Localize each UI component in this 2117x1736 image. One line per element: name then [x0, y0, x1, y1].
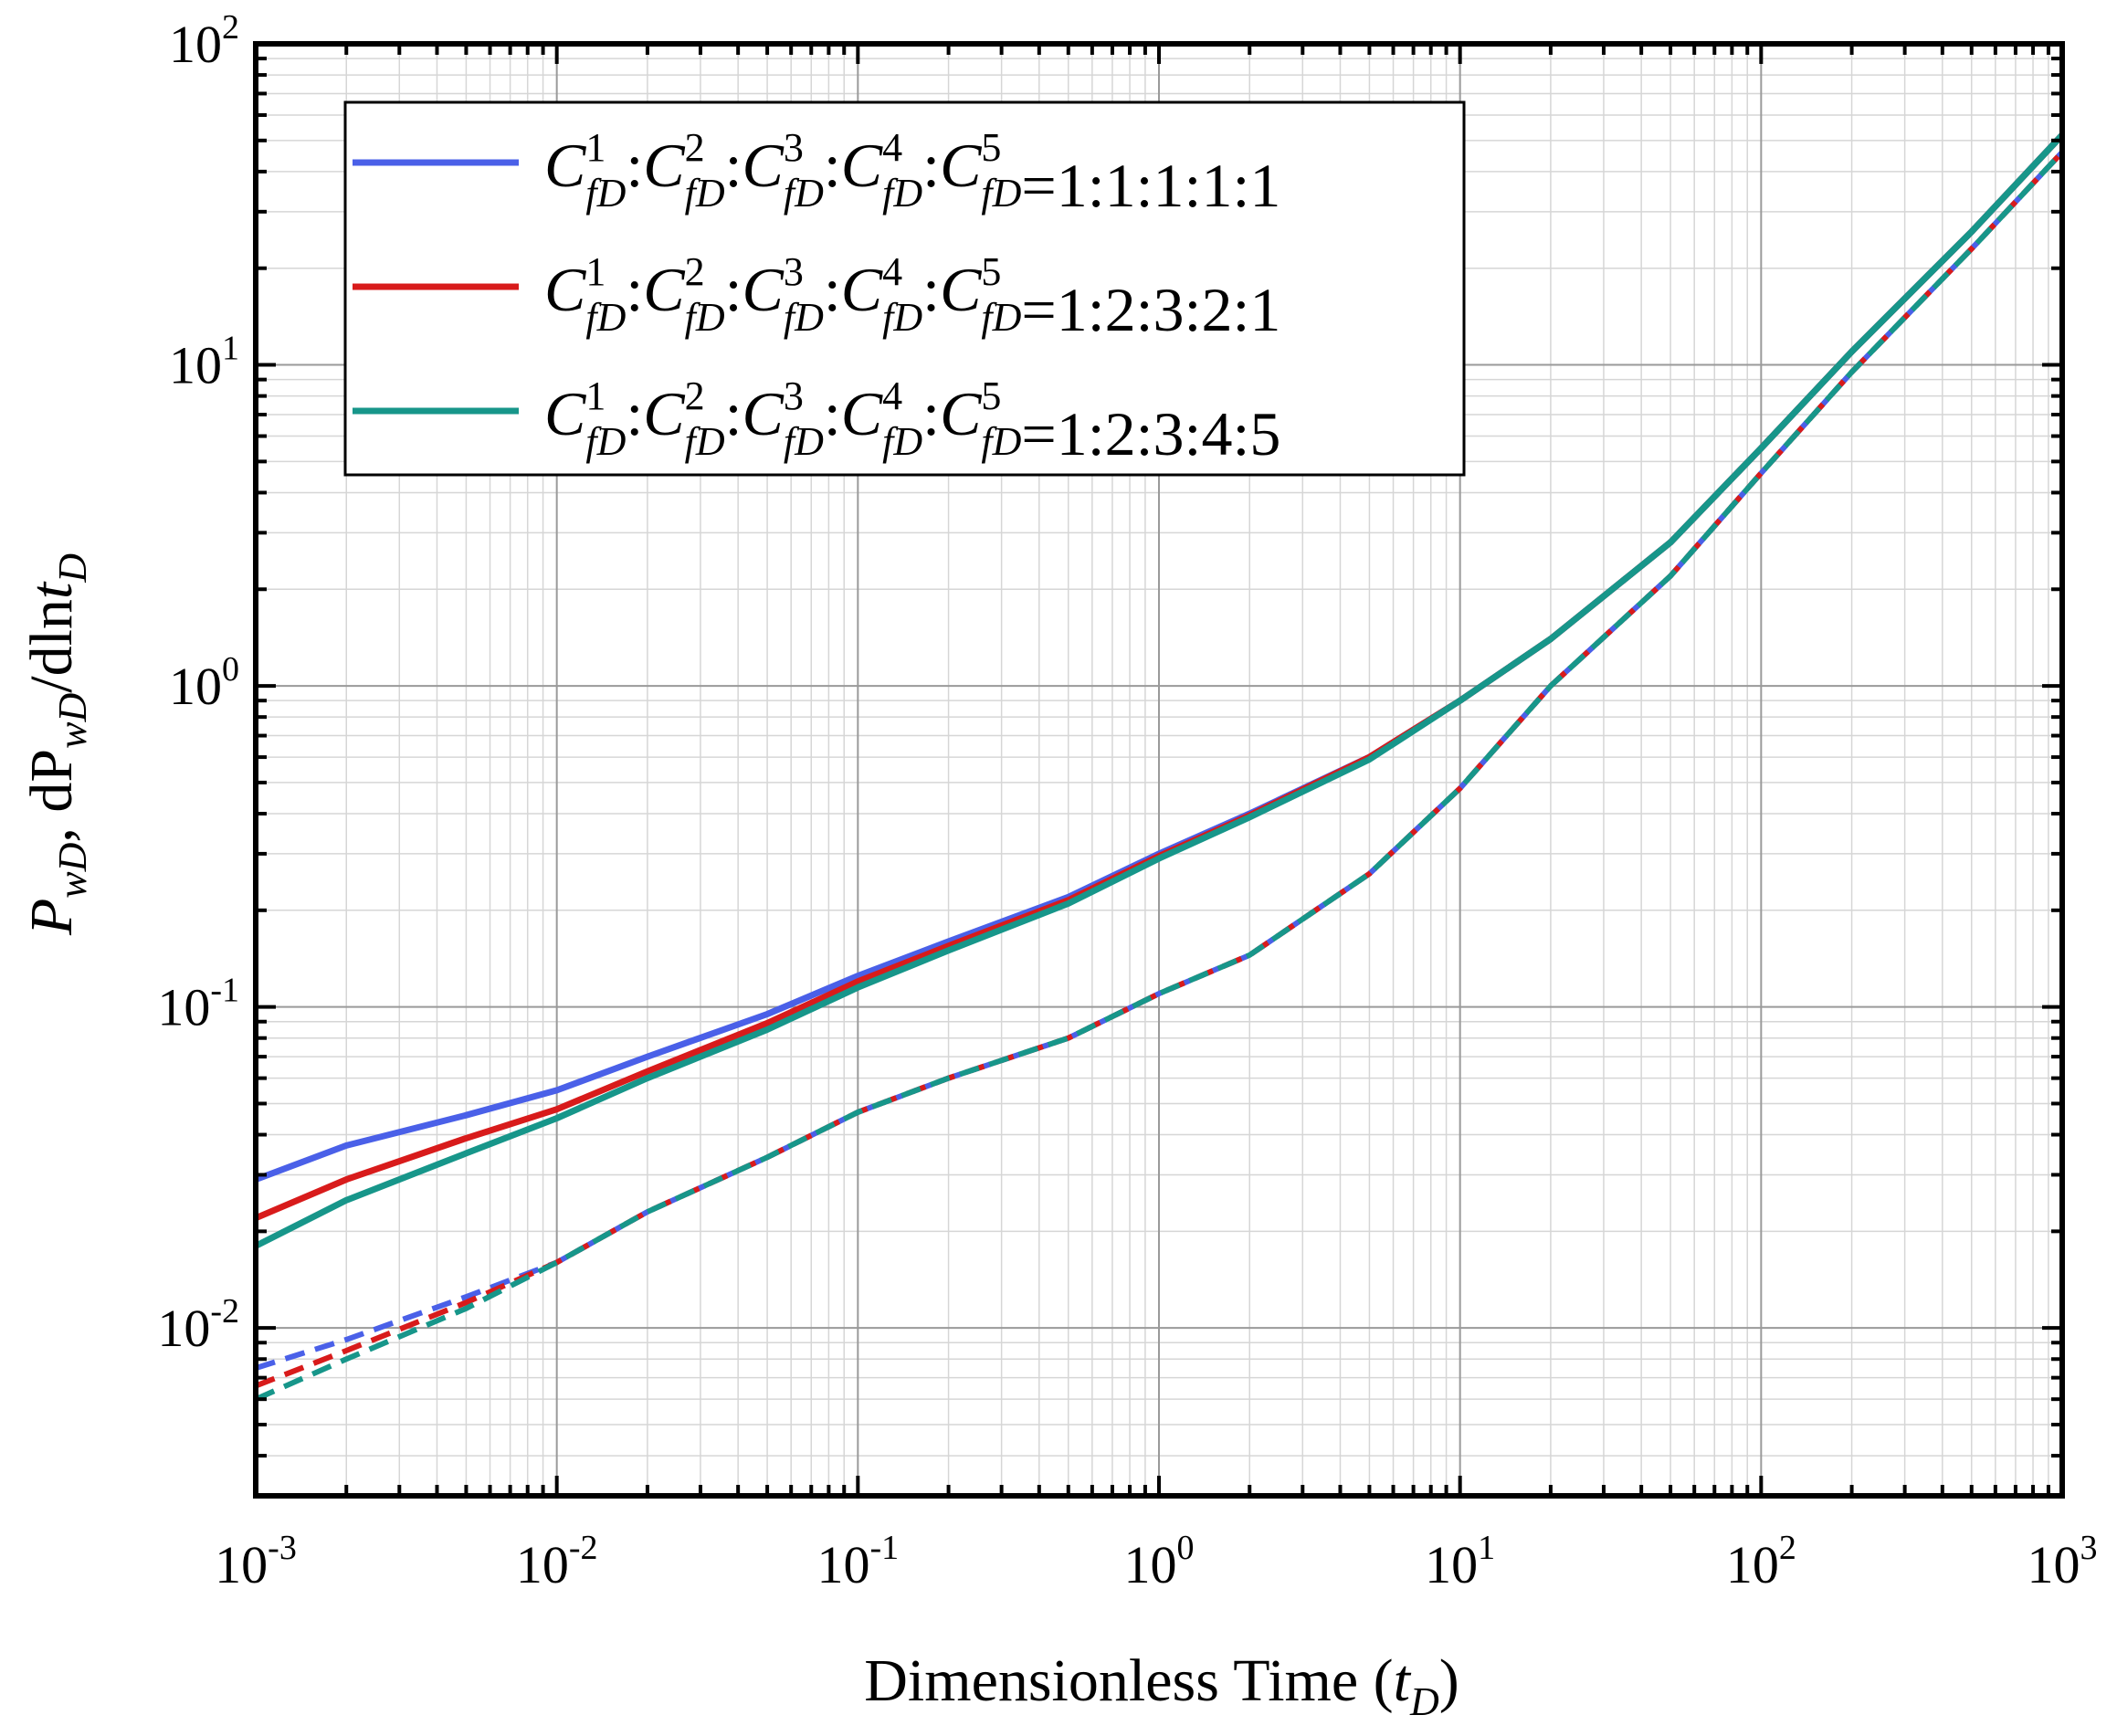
x-tick-label: 103: [2027, 1529, 2098, 1594]
curves: [254, 132, 2065, 1402]
pressure-curve-series-3: [254, 132, 2065, 1249]
y-tick-label: 100: [169, 650, 239, 716]
plot-frame: [253, 41, 2065, 1499]
derivative-curve-series-2: [254, 150, 2065, 1389]
x-tick-labels: 10-3 10-2 10-1 100 101 102 103: [215, 1529, 2097, 1594]
x-tick-label: 101: [1425, 1529, 1495, 1594]
x-axis-title: Dimensionless Time (tD): [864, 1647, 1459, 1724]
legend: C1 fD:C2 fD:C3 fD:C4 fD:C5 fD=1:1:1:1:1 C1 fD:C…: [343, 100, 1466, 477]
legend-label-1: C1 fD:C2 fD:C3 fD:C4 fD:C5 fD=1:1:1:1:1: [544, 125, 1280, 220]
legend-label-3: C1 fD:C2 fD:C3 fD:C4 fD:C5 fD=1:2:3:4:5: [544, 374, 1280, 468]
x-tick-label: 102: [1726, 1529, 1796, 1594]
y-axis-title: PwD, dPwD/dlntD: [18, 553, 95, 936]
legend-label-2: C1 fD:C2 fD:C3 fD:C4 fD:C5 fD=1:2:3:2:1: [544, 249, 1280, 344]
y-tick-label: 10-1: [157, 972, 239, 1037]
x-tick-label: 100: [1124, 1529, 1195, 1594]
x-tick-label: 10-1: [817, 1529, 900, 1594]
x-tick-label: 10-2: [516, 1529, 598, 1594]
y-tick-label: 101: [169, 330, 239, 395]
legend-box: [343, 100, 1466, 477]
x-tick-label: 10-3: [215, 1529, 297, 1594]
y-tick-label: 102: [169, 8, 239, 74]
y-tick-label: 10-2: [157, 1292, 239, 1358]
y-tick-labels: 10-2 10-1 100 101 102: [157, 8, 239, 1358]
